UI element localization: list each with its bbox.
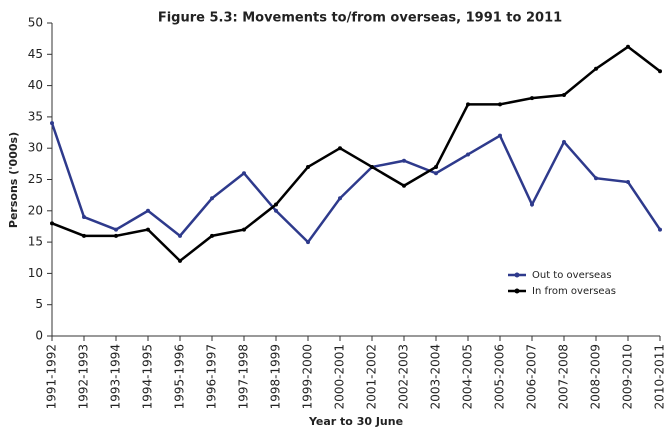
legend-label: In from overseas <box>532 286 616 297</box>
legend-marker <box>514 288 520 294</box>
x-tick-label: 1999-2000 <box>301 344 315 409</box>
point <box>210 196 214 201</box>
x-tick-label: 2007-2008 <box>557 344 571 409</box>
x-tick-label: 2001-2002 <box>365 344 379 409</box>
point <box>370 164 374 169</box>
point <box>530 96 534 101</box>
x-tick-label: 2000-2001 <box>333 344 347 409</box>
point <box>82 233 86 238</box>
point <box>434 164 438 169</box>
x-tick-label: 1991-1992 <box>45 344 59 409</box>
point <box>50 121 54 126</box>
point <box>82 215 86 220</box>
point <box>402 183 406 188</box>
point <box>242 227 246 232</box>
x-tick-label: 2002-2003 <box>397 344 411 409</box>
y-tick-label: 30 <box>28 141 43 155</box>
point <box>274 202 278 207</box>
point <box>562 139 566 144</box>
x-tick-label: 2008-2009 <box>589 344 603 409</box>
point <box>210 233 214 238</box>
point <box>626 180 630 185</box>
point <box>114 233 118 238</box>
point <box>594 176 598 181</box>
point <box>498 102 502 107</box>
x-tick-label: 1998-1999 <box>269 344 283 409</box>
point <box>242 171 246 176</box>
point <box>658 227 662 232</box>
point <box>434 171 438 176</box>
series-line <box>51 45 661 263</box>
point <box>498 133 502 138</box>
legend-label: Out to overseas <box>532 270 612 281</box>
point <box>306 240 310 245</box>
x-tick-label: 2004-2005 <box>461 344 475 409</box>
y-tick-label: 15 <box>28 235 43 249</box>
y-axis-label: Persons ('000s) <box>7 132 20 228</box>
x-tick-label: 1993-1994 <box>109 344 123 409</box>
series-line <box>50 122 662 245</box>
x-tick-label: 1995-1996 <box>173 344 187 409</box>
point <box>274 208 278 213</box>
x-tick-label: 1992-1993 <box>77 344 91 409</box>
point <box>466 102 470 107</box>
point <box>338 196 342 201</box>
y-tick-label: 10 <box>28 266 43 280</box>
point <box>594 66 598 71</box>
x-tick-label: 2010-2011 <box>653 344 667 409</box>
point <box>338 146 342 151</box>
point <box>146 208 150 213</box>
y-tick-label: 40 <box>28 78 43 92</box>
point <box>626 44 630 49</box>
x-tick-label: 1997-1998 <box>237 344 251 409</box>
y-tick-label: 45 <box>28 47 43 61</box>
x-tick-label: 1994-1995 <box>141 344 155 409</box>
y-tick-label: 35 <box>28 109 43 123</box>
x-tick-label: 2005-2006 <box>493 344 507 409</box>
y-tick-label: 20 <box>28 203 43 217</box>
point <box>178 233 182 238</box>
y-tick-label: 5 <box>35 297 43 311</box>
point <box>402 158 406 163</box>
x-tick-label: 1996-1997 <box>205 344 219 409</box>
point <box>530 202 534 207</box>
chart-title: Figure 5.3: Movements to/from overseas, … <box>158 11 562 26</box>
point <box>146 227 150 232</box>
point <box>562 92 566 97</box>
point <box>306 164 310 169</box>
y-tick-label: 0 <box>35 329 43 343</box>
point <box>50 221 54 226</box>
x-tick-label: 2009-2010 <box>621 344 635 409</box>
point <box>658 69 662 74</box>
x-tick-label: 2006-2007 <box>525 344 539 409</box>
legend-marker <box>514 272 520 278</box>
y-tick-label: 25 <box>28 172 43 186</box>
point <box>178 258 182 263</box>
point <box>114 227 118 232</box>
x-axis-label: Year to 30 June <box>308 415 403 428</box>
x-tick-label: 2003-2004 <box>429 344 443 409</box>
y-tick-label: 50 <box>28 16 43 30</box>
point <box>466 152 470 157</box>
